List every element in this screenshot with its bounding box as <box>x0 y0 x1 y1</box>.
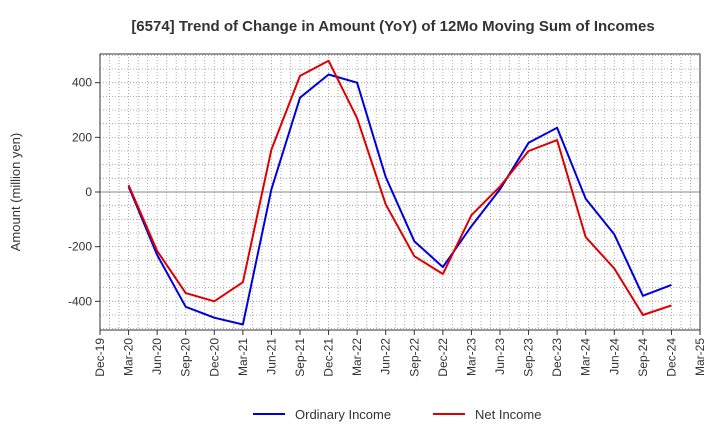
x-tick-label: Sep-21 <box>293 338 307 377</box>
y-axis-label: Amount (million yen) <box>8 133 23 252</box>
x-tick-label: Dec-19 <box>93 338 107 377</box>
x-tick-label: Sep-23 <box>522 338 536 377</box>
grid <box>99 54 701 330</box>
legend: Ordinary Income Net Income <box>253 407 541 422</box>
series-line-net-income <box>127 59 672 316</box>
x-tick-label: Sep-20 <box>179 338 193 377</box>
series-line-ordinary-income <box>127 73 672 326</box>
chart-title: [6574] Trend of Change in Amount (YoY) o… <box>131 18 654 35</box>
x-tick-label: Mar-21 <box>236 338 250 376</box>
legend-label: Ordinary Income <box>295 407 391 422</box>
legend-label: Net Income <box>475 407 541 422</box>
x-tick-label: Mar-24 <box>579 338 593 376</box>
x-tick-label: Dec-20 <box>207 338 221 377</box>
x-tick-label: Mar-22 <box>350 338 364 376</box>
x-tick-label: Jun-24 <box>607 338 621 375</box>
y-tick-label: 400 <box>72 76 92 90</box>
y-tick-label: 0 <box>85 185 92 199</box>
x-tick-label: Jun-21 <box>264 338 278 375</box>
x-tick-label: Jun-23 <box>493 338 507 375</box>
series <box>127 59 672 326</box>
x-tick-label: Sep-24 <box>636 338 650 377</box>
y-tick-label: 200 <box>72 130 92 144</box>
axes: -400 -200 0 200 400 Dec-19 Mar-20 Jun-20 Sep-20 D… <box>68 53 707 377</box>
y-tick-label: -200 <box>68 240 92 254</box>
x-tick-label: Jun-22 <box>379 338 393 375</box>
x-tick-label: Sep-22 <box>407 338 421 377</box>
x-tick-label: Mar-20 <box>122 338 136 376</box>
x-tick-label: Mar-25 <box>693 338 707 376</box>
x-tick-label: Dec-23 <box>550 338 564 377</box>
x-tick-label: Dec-21 <box>322 338 336 377</box>
y-tick-label: -400 <box>68 294 92 308</box>
x-tick-label: Dec-22 <box>436 338 450 377</box>
x-tick-label: Jun-20 <box>150 338 164 375</box>
x-tick-label: Dec-24 <box>664 338 678 377</box>
x-tick-label: Mar-23 <box>464 338 478 376</box>
